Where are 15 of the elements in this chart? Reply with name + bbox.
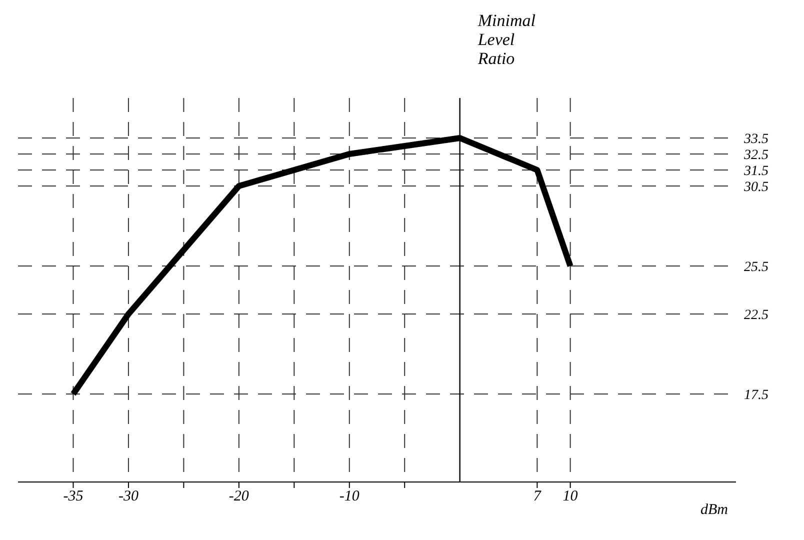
y-tick-label: 32.5: [743, 148, 768, 163]
x-tick-label: -20: [228, 488, 250, 505]
y-tick-label: 31.5: [743, 164, 768, 179]
x-tick-label: 7: [533, 488, 542, 505]
x-tick-label: -10: [339, 488, 360, 505]
x-tick-label: -30: [118, 488, 139, 505]
y-axis-title: Minimal Level Ratio: [476, 11, 536, 68]
y-tick-label: 17.5: [744, 388, 768, 403]
x-axis-title: dBm: [700, 502, 728, 518]
y-tick-label: 25.5: [744, 260, 768, 275]
x-tick-label: 10: [562, 488, 578, 505]
x-tick-label: -35: [63, 488, 84, 505]
y-tick-label: 30.5: [743, 180, 768, 195]
y-tick-label: 22.5: [744, 308, 768, 323]
y-tick-label: 33.5: [743, 132, 768, 147]
